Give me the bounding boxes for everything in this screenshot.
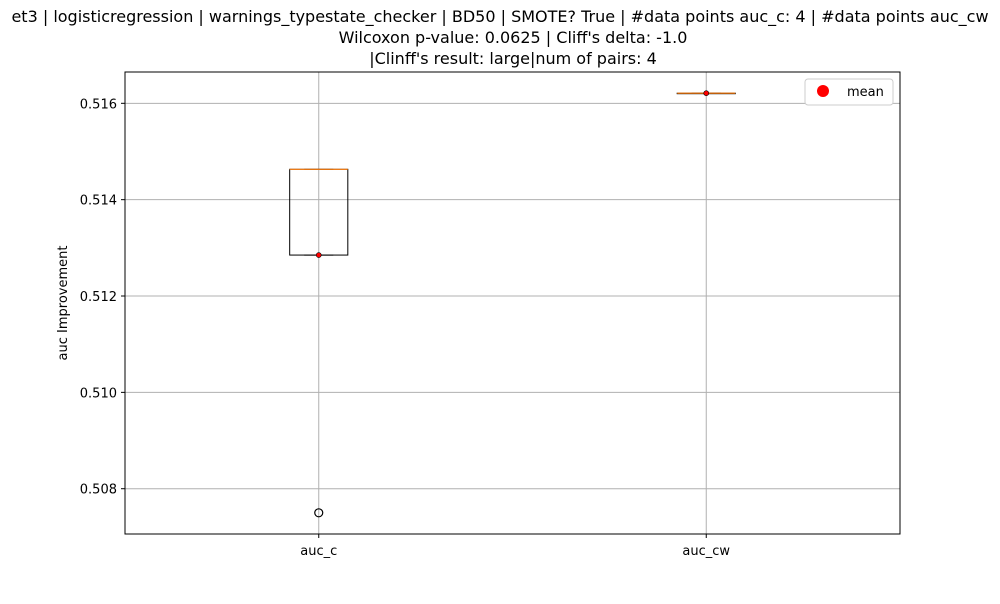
legend-frame (804, 78, 894, 106)
chart-title-line-2: Wilcoxon p-value: 0.0625 | Cliff's delta… (339, 28, 688, 47)
legend-mean-label: mean (847, 85, 884, 100)
x-axis-ticks: auc_c auc_cw (300, 534, 730, 559)
chart-title-line-1: et3 | logisticregression | warnings_type… (11, 7, 988, 27)
outlier-point (314, 508, 324, 518)
y-tick-label: 0.512 (80, 290, 117, 305)
legend-mean-marker (817, 85, 829, 97)
y-axis-ticks: 0.508 0.510 0.512 0.514 0.516 (80, 97, 125, 498)
boxes (289, 90, 736, 518)
mean-marker (703, 90, 710, 96)
grid-lines (125, 72, 900, 534)
y-tick-label: 0.510 (80, 386, 117, 401)
plot-area-frame (124, 71, 901, 535)
legend: mean (804, 78, 894, 106)
x-tick-label: auc_c (300, 544, 337, 559)
y-tick-label: 0.514 (80, 194, 117, 209)
x-tick-label: auc_cw (682, 544, 730, 559)
mean-marker (315, 252, 322, 258)
y-tick-label: 0.516 (80, 97, 117, 112)
y-tick-label: 0.508 (80, 483, 117, 498)
y-axis-label: auc Improvement (56, 246, 71, 361)
chart-title-line-3: |Clinff's result: large|num of pairs: 4 (369, 49, 657, 68)
